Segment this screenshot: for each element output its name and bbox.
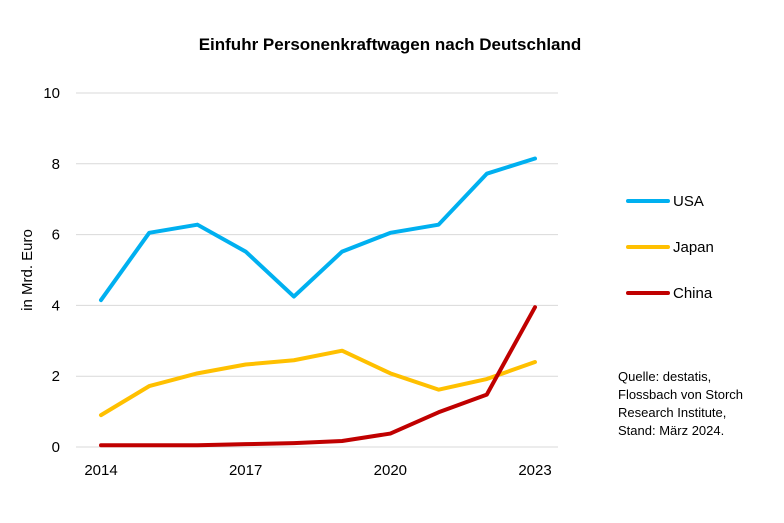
chart-title: Einfuhr Personenkraftwagen nach Deutschl… xyxy=(199,35,582,54)
series xyxy=(99,156,537,448)
y-tick-label: 2 xyxy=(52,368,60,385)
y-tick-label: 4 xyxy=(52,297,60,314)
legend-label: Japan xyxy=(673,239,714,256)
x-tick-label: 2020 xyxy=(374,462,407,479)
y-tick-label: 6 xyxy=(52,227,60,244)
series-line-usa xyxy=(99,156,537,303)
x-tick-label: 2014 xyxy=(84,462,117,479)
series-line-japan xyxy=(99,348,537,418)
source-note: Quelle: destatis, Flossbach von Storch R… xyxy=(618,368,778,440)
source-line: Research Institute, xyxy=(618,405,727,420)
y-tick-label: 8 xyxy=(52,156,60,173)
y-axis-label: in Mrd. Euro xyxy=(19,229,36,311)
source-line: Quelle: destatis, xyxy=(618,369,712,384)
legend: USA Japan China xyxy=(626,193,714,302)
source-line: Flossbach von Storch xyxy=(618,387,744,402)
source-line: Stand: März 2024. xyxy=(618,423,725,438)
x-tick-label: 2023 xyxy=(518,462,551,479)
series-line-china xyxy=(99,305,537,448)
y-tick-label: 0 xyxy=(52,439,60,456)
x-axis-ticks: 2014 2017 2020 2023 xyxy=(84,462,551,479)
y-tick-label: 10 xyxy=(43,85,60,102)
x-tick-label: 2017 xyxy=(229,462,262,479)
legend-label: USA xyxy=(673,193,704,210)
grid xyxy=(76,92,558,448)
y-axis-ticks: 0 2 4 6 8 10 xyxy=(43,85,60,456)
legend-label: China xyxy=(673,285,713,302)
